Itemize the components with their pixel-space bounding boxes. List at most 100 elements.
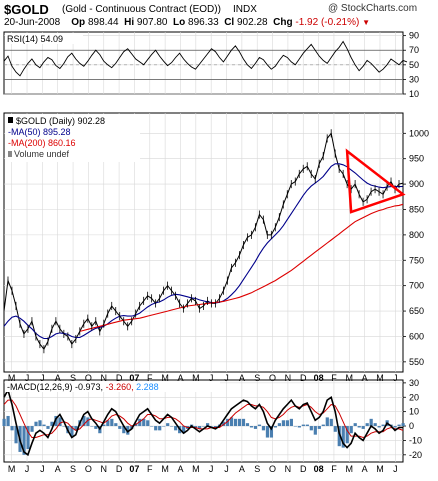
x-axis-label-bottom: M: [8, 464, 16, 474]
x-axis-label-middle: M: [346, 373, 354, 383]
price-ytick-label: 550: [409, 357, 424, 367]
x-axis-label-middle: M: [192, 373, 200, 383]
macd-ytick-label: 0: [409, 421, 414, 431]
down-arrow-icon: ▼: [362, 18, 370, 27]
macd-histogram-bar: [30, 426, 34, 432]
x-axis-label-middle: F: [147, 373, 153, 383]
macd-histogram-bar: [225, 418, 230, 427]
macd-ytick-label: -10: [409, 435, 422, 445]
x-axis-label-bottom: F: [331, 464, 337, 474]
price-ytick-label: 900: [409, 179, 424, 189]
price-ytick-label: 800: [409, 230, 424, 240]
x-axis-label-bottom: M: [192, 464, 200, 474]
chart-symbol: $GOLD: [4, 2, 49, 17]
x-axis-label-bottom: A: [362, 464, 368, 474]
x-axis-label-middle: J: [224, 373, 229, 383]
x-axis-label-middle: A: [177, 373, 183, 383]
ma200-line: [79, 203, 404, 332]
macd-histogram-bar: [118, 426, 122, 429]
close-value: 902.28: [236, 17, 268, 28]
price-ytick-label: 1000: [409, 128, 429, 138]
macd-histogram-bar: [269, 426, 274, 438]
x-axis-label-bottom: J: [393, 464, 398, 474]
macd-histogram-bar: [110, 418, 114, 427]
macd-histogram-bar: [2, 418, 6, 427]
macd-histogram-bar: [82, 415, 86, 427]
x-axis-label-middle: S: [254, 373, 260, 383]
macd-histogram-bar: [122, 426, 126, 434]
macd-histogram-bar: [265, 426, 270, 438]
x-axis-label-middle: 08: [314, 373, 324, 383]
macd-histogram-bar: [42, 424, 46, 427]
x-axis-label-middle: J: [393, 373, 398, 383]
quote-date: 20-Jun-2008: [4, 17, 61, 28]
price-ytick-label: 950: [409, 154, 424, 164]
macd-histogram-bar: [357, 426, 361, 428]
macd-histogram-bar: [401, 423, 405, 427]
x-axis-label-middle: N: [285, 373, 292, 383]
high-label: Hi: [124, 17, 135, 28]
macd-histogram-bar: [106, 420, 110, 427]
macd-histogram-bar: [138, 418, 142, 427]
ma200-legend: -MA(200) 860.16: [8, 138, 76, 148]
macd-histogram-bar: [146, 420, 150, 427]
price-ytick-label: 850: [409, 204, 424, 214]
macd-histogram-bar: [285, 420, 289, 427]
macd-histogram-bar: [50, 421, 54, 427]
macd-histogram-bar: [62, 426, 66, 427]
macd-histogram-bar: [114, 423, 118, 427]
exchange-label: INDX: [233, 4, 257, 15]
macd-histogram-bar: [381, 424, 385, 427]
macd-ytick-label: 20: [409, 392, 419, 402]
x-axis-label-bottom: J: [25, 464, 30, 474]
rsi-line: [3, 40, 408, 77]
macd-histogram-bar: [202, 426, 206, 427]
macd-histogram-bar: [229, 417, 234, 427]
macd-histogram-bar: [349, 426, 353, 434]
macd-histogram-bar: [301, 424, 305, 427]
x-axis-label-bottom: J: [209, 464, 214, 474]
x-axis-label-bottom: J: [40, 464, 45, 474]
macd-histogram-bar: [281, 420, 285, 427]
x-axis-label-middle: M: [8, 373, 16, 383]
macd-histogram-bar: [10, 426, 14, 431]
close-label: Cl: [224, 17, 235, 28]
macd-histogram-bar: [46, 426, 50, 429]
macd-histogram-bar: [34, 421, 38, 427]
macd-histogram-bar: [150, 426, 154, 427]
macd-line: [3, 388, 403, 457]
rsi-ytick-label: 30: [409, 74, 419, 84]
macd-histogram-bar: [90, 426, 94, 427]
macd-ytick-label: 10: [409, 407, 419, 417]
macd-histogram-bar: [166, 423, 170, 427]
macd-histogram-bar: [321, 424, 325, 427]
low-label: Lo: [173, 17, 186, 28]
macd-histogram-bar: [170, 426, 174, 427]
x-axis-label-middle: D: [300, 373, 307, 383]
macd-histogram-bar: [237, 418, 242, 427]
volume-legend: Volume undef: [14, 149, 70, 159]
price-legend-swatch: [8, 117, 13, 123]
macd-histogram-bar: [317, 426, 321, 429]
macd-histogram-bar: [337, 426, 341, 447]
x-axis-label-bottom: S: [254, 464, 260, 474]
x-axis-label-bottom: A: [177, 464, 183, 474]
x-axis-label-middle: M: [376, 373, 384, 383]
macd-legend-part: -3.260,: [106, 382, 137, 392]
macd-histogram-bar: [257, 424, 262, 427]
macd-legend-part: 2.288: [136, 382, 159, 392]
x-axis-label-middle: N: [101, 373, 108, 383]
rsi-ytick-label: 70: [409, 45, 419, 55]
macd-histogram-bar: [58, 417, 62, 427]
x-axis-label-bottom: D: [300, 464, 307, 474]
macd-histogram-bar: [233, 418, 238, 427]
macd-histogram-bar: [194, 426, 198, 428]
x-axis-label-middle: O: [85, 373, 92, 383]
macd-histogram-bar: [94, 426, 98, 429]
macd-histogram-bar: [74, 426, 78, 431]
macd-histogram-bar: [341, 426, 345, 448]
change-value: -1.92 (-0.21%): [295, 17, 360, 28]
macd-histogram-bar: [6, 415, 10, 427]
macd-histogram-bar: [14, 426, 18, 444]
